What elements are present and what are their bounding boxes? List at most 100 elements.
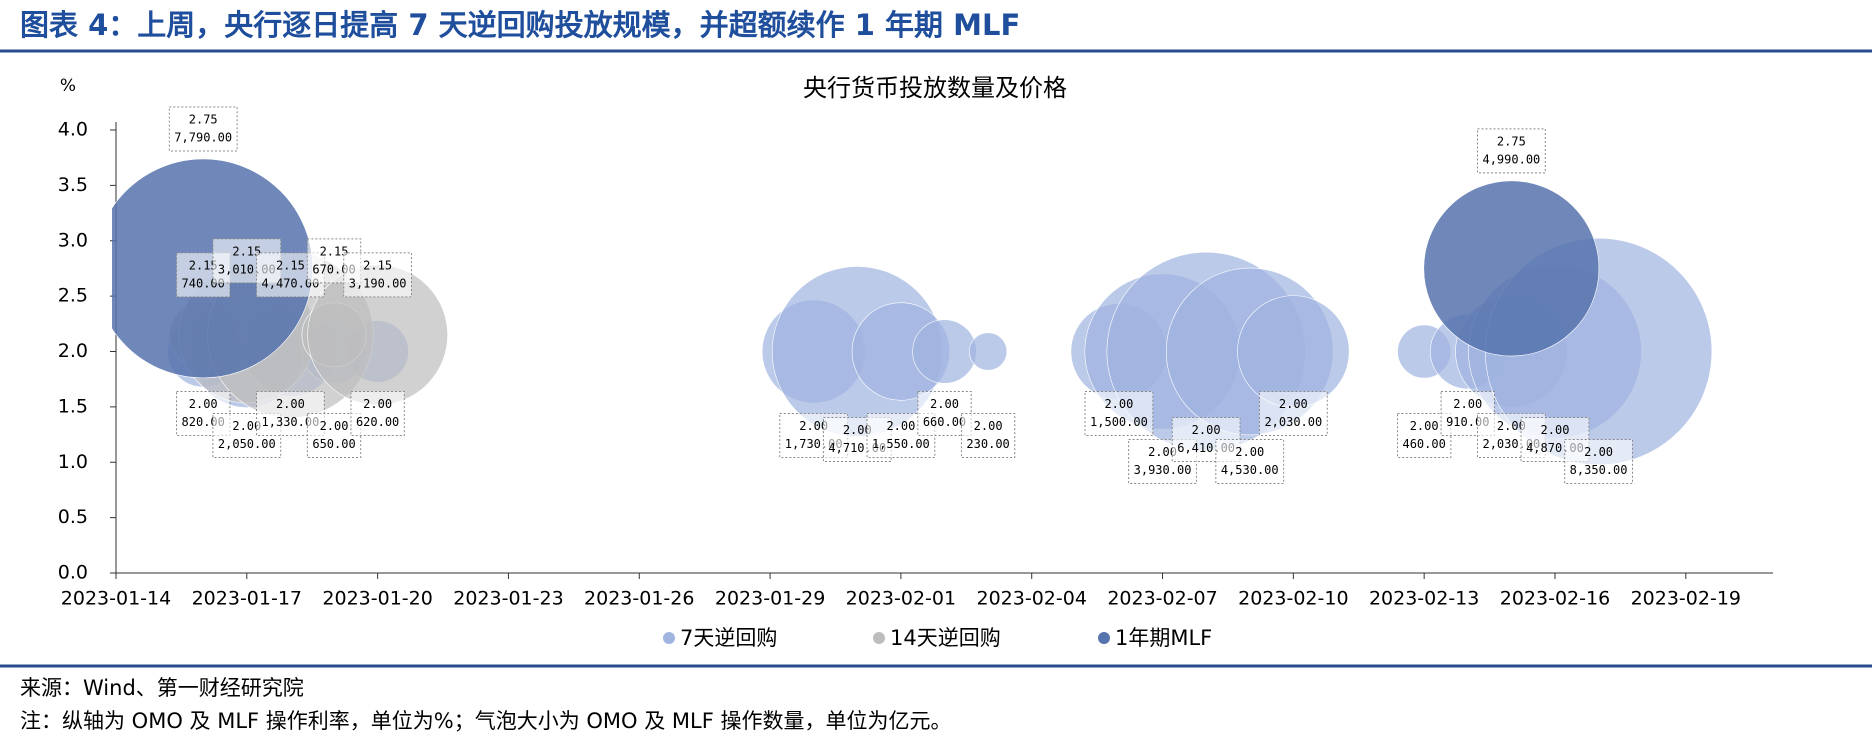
data-label-rate: 2.15 bbox=[276, 258, 305, 272]
bubbles bbox=[112, 158, 1713, 466]
legend-label: 1年期MLF bbox=[1115, 626, 1212, 650]
data-label-amount: 620.00 bbox=[356, 415, 399, 429]
data-label-rate: 2.00 bbox=[1279, 397, 1308, 411]
data-label: 2.15 3,190.00 bbox=[343, 252, 413, 298]
x-tick-label: 2023-01-26 bbox=[584, 588, 694, 610]
bubble bbox=[1237, 295, 1350, 408]
data-label: 2.00 620.00 bbox=[350, 391, 405, 436]
y-tick-label: 1.5 bbox=[58, 395, 88, 417]
x-tick-label: 2023-02-13 bbox=[1369, 588, 1479, 610]
data-label-rate: 2.00 bbox=[1497, 419, 1526, 433]
data-label-amount: 4,990.00 bbox=[1482, 152, 1540, 166]
data-label: 2.00 8,350.00 bbox=[1564, 439, 1633, 484]
data-label-rate: 2.00 bbox=[1453, 397, 1482, 411]
data-label-box bbox=[343, 252, 413, 298]
legend-label: 7天逆回购 bbox=[680, 626, 777, 650]
data-label-box bbox=[1084, 391, 1154, 436]
data-label-amount: 4,530.00 bbox=[1221, 463, 1279, 477]
y-axis-label: % bbox=[60, 76, 76, 96]
bubble bbox=[912, 319, 977, 384]
data-label-rate: 2.00 bbox=[1148, 445, 1177, 459]
y-tick-label: 3.0 bbox=[58, 229, 88, 251]
legend-marker bbox=[1098, 632, 1110, 644]
data-label-rate: 2.15 bbox=[232, 244, 261, 258]
data-label-amount: 460.00 bbox=[1402, 437, 1445, 451]
data-label-rate: 2.00 bbox=[1192, 423, 1221, 437]
data-label-rate: 2.15 bbox=[363, 258, 392, 272]
bubble bbox=[968, 332, 1008, 371]
data-label: 2.00 4,530.00 bbox=[1215, 439, 1285, 484]
data-label-amount: 1,500.00 bbox=[1090, 415, 1148, 429]
data-label: 2.00 1,500.00 bbox=[1084, 391, 1154, 436]
data-label-rate: 2.00 bbox=[1584, 445, 1613, 459]
data-label-amount: 650.00 bbox=[312, 437, 355, 451]
bubble bbox=[1423, 180, 1600, 357]
data-label-amount: 3,190.00 bbox=[349, 276, 407, 290]
data-label-amount: 4,470.00 bbox=[262, 276, 320, 290]
data-label-amount: 660.00 bbox=[923, 415, 966, 429]
data-label-rate: 2.00 bbox=[276, 397, 305, 411]
data-label-rate: 2.00 bbox=[1541, 423, 1570, 437]
data-label-rate: 2.00 bbox=[930, 397, 959, 411]
data-label-rate: 2.75 bbox=[1497, 134, 1526, 148]
data-label: 2.75 7,790.00 bbox=[168, 106, 238, 152]
legend-label: 14天逆回购 bbox=[890, 626, 1001, 650]
data-label-amount: 1,550.00 bbox=[872, 437, 930, 451]
data-label-rate: 2.00 bbox=[232, 419, 261, 433]
data-label-amount: 3,930.00 bbox=[1134, 463, 1192, 477]
x-tick-label: 2023-02-07 bbox=[1107, 588, 1217, 610]
x-tick-label: 2023-01-29 bbox=[715, 588, 825, 610]
figure-title: 图表 4：上周，央行逐日提高 7 天逆回购投放规模，并超额续作 1 年期 MLF bbox=[20, 8, 1020, 42]
data-label-rate: 2.15 bbox=[189, 258, 218, 272]
plot: 0.0 0.5 1.0 1.5 2.0 2.5 3.0 3.5 4.0 2023-01-14 202… bbox=[58, 106, 1773, 650]
data-label-rate: 2.15 bbox=[320, 244, 349, 258]
data-label-amount: 7,790.00 bbox=[174, 130, 232, 144]
data-label-box bbox=[1476, 128, 1546, 174]
y-tick-label: 1.0 bbox=[58, 451, 88, 473]
data-label-rate: 2.00 bbox=[799, 419, 828, 433]
data-label: 2.00 230.00 bbox=[960, 413, 1016, 458]
data-label-amount: 1,330.00 bbox=[262, 415, 320, 429]
note: 注：纵轴为 OMO 及 MLF 操作利率，单位为%；气泡大小为 OMO 及 ML… bbox=[20, 709, 952, 733]
data-label-box bbox=[350, 391, 405, 436]
data-label-rate: 2.00 bbox=[886, 419, 915, 433]
data-label-amount: 2,030.00 bbox=[1264, 415, 1322, 429]
data-label-rate: 2.00 bbox=[974, 419, 1003, 433]
y-tick-label: 3.5 bbox=[58, 174, 88, 196]
data-label-rate: 2.00 bbox=[1104, 397, 1133, 411]
data-label: 2.00 2,030.00 bbox=[1258, 391, 1328, 436]
data-label-amount: 2,050.00 bbox=[218, 437, 276, 451]
x-tick-label: 2023-02-16 bbox=[1500, 588, 1610, 610]
data-label-rate: 2.00 bbox=[1235, 445, 1264, 459]
y-tick-label: 0.5 bbox=[58, 506, 88, 528]
chart-title: 央行货币投放数量及价格 bbox=[803, 74, 1067, 102]
data-label-box bbox=[960, 413, 1016, 458]
x-tick-label: 2023-02-10 bbox=[1238, 588, 1348, 610]
data-label-box bbox=[1215, 439, 1285, 484]
legend-marker bbox=[663, 632, 675, 644]
data-label-rate: 2.75 bbox=[189, 112, 218, 126]
source: 来源：Wind、第一财经研究院 bbox=[20, 676, 304, 700]
x-tick-label: 2023-02-04 bbox=[976, 588, 1086, 610]
data-label-amount: 8,350.00 bbox=[1570, 463, 1628, 477]
y-tick-label: 4.0 bbox=[58, 119, 88, 141]
x-tick-label: 2023-02-19 bbox=[1631, 588, 1741, 610]
legend-marker bbox=[873, 632, 885, 644]
x-tick-label: 2023-02-01 bbox=[846, 588, 956, 610]
data-label: 2.00 650.00 bbox=[306, 413, 362, 458]
x-tick-label: 2023-01-14 bbox=[61, 588, 171, 610]
y-tick-label: 2.5 bbox=[58, 285, 88, 307]
data-label-box bbox=[1258, 391, 1328, 436]
y-tick-label: 0.0 bbox=[58, 562, 88, 584]
y-tick-label: 2.0 bbox=[58, 340, 88, 362]
x-tick-label: 2023-01-17 bbox=[192, 588, 302, 610]
data-label: 2.15 4,470.00 bbox=[256, 252, 325, 298]
data-label-rate: 2.00 bbox=[189, 397, 218, 411]
data-label-box bbox=[168, 106, 238, 152]
data-label-rate: 2.00 bbox=[363, 397, 392, 411]
data-label-rate: 2.00 bbox=[320, 419, 349, 433]
x-tick-label: 2023-01-23 bbox=[453, 588, 563, 610]
x-tick-label: 2023-01-20 bbox=[322, 588, 432, 610]
